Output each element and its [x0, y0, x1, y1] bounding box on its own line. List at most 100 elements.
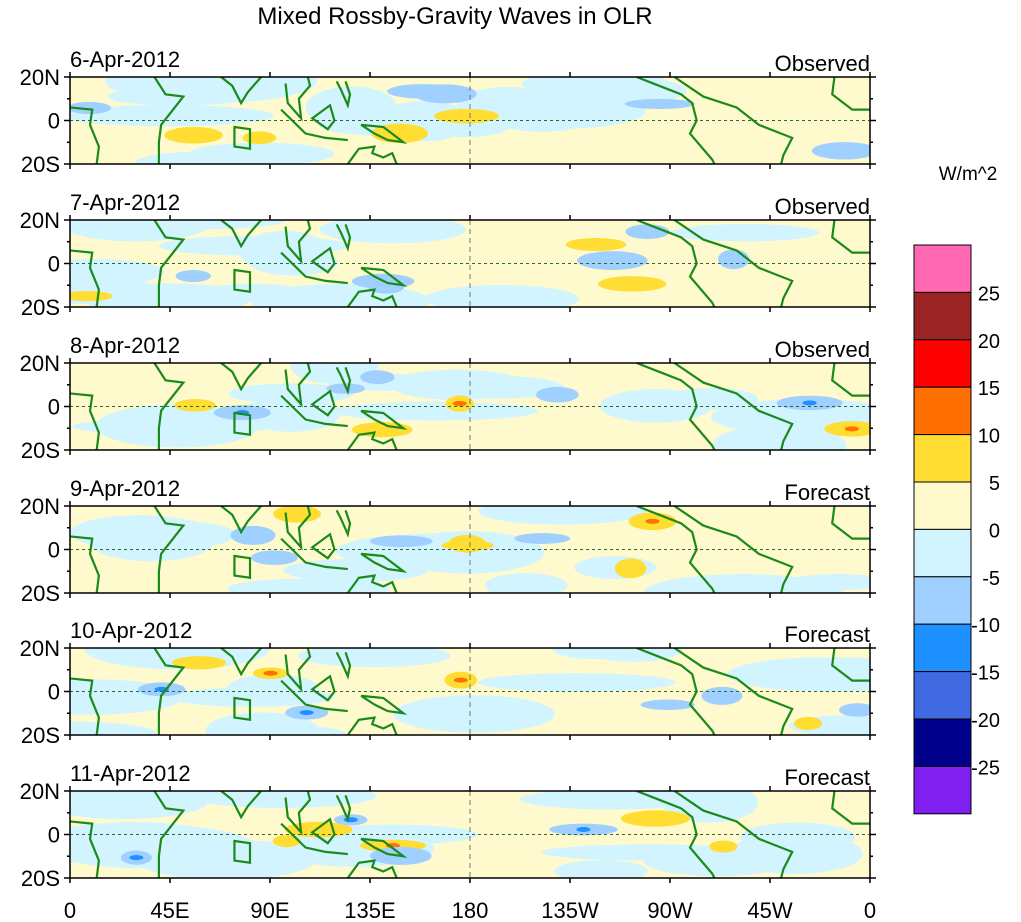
panel-date: 10-Apr-2012 — [70, 618, 192, 643]
coastline — [335, 651, 352, 680]
y-tick-label: 20N — [20, 208, 60, 233]
coastline — [831, 220, 870, 254]
anomaly-contour — [263, 670, 278, 676]
coastline — [360, 837, 408, 858]
coastline — [346, 859, 398, 878]
coastline — [360, 123, 408, 144]
coastline — [70, 791, 186, 878]
coastline — [280, 679, 348, 713]
coastline — [280, 251, 348, 285]
coastline — [360, 694, 408, 715]
coastline — [335, 223, 352, 252]
colorbar-swatch — [913, 765, 972, 815]
coastline — [346, 431, 398, 450]
coastline — [233, 268, 252, 294]
y-tick-label: 0 — [48, 823, 60, 848]
anomaly-contour — [70, 101, 112, 115]
colorbar-label: -10 — [971, 615, 1000, 637]
anomaly-contour — [625, 224, 670, 240]
coastline — [831, 506, 870, 540]
coastline — [220, 77, 262, 106]
coastline — [220, 220, 262, 249]
colorbar-swatch — [913, 623, 972, 673]
y-tick-label: 0 — [48, 538, 60, 563]
x-tick-label: 90E — [250, 898, 289, 922]
anomaly-contour — [453, 677, 468, 683]
anomaly-contour — [175, 270, 212, 283]
anomaly-contour — [70, 791, 208, 820]
anomaly-contour — [584, 648, 683, 662]
coastline — [220, 363, 262, 392]
anomaly-contour — [172, 656, 227, 670]
anomaly-contour — [645, 518, 660, 524]
anomaly-contour — [174, 399, 217, 412]
colorbar-label: 15 — [978, 378, 1000, 400]
anomaly-contour — [83, 220, 190, 239]
coastline — [280, 822, 348, 856]
anomaly-contour — [242, 131, 277, 145]
coastline — [233, 839, 252, 865]
anomaly-contour — [478, 673, 676, 692]
anomaly-contour — [620, 810, 690, 827]
coastline — [360, 552, 408, 573]
coastline — [233, 125, 252, 151]
y-tick-label: 20S — [21, 866, 60, 891]
coastline — [831, 77, 870, 111]
x-tick-label: 135E — [344, 898, 395, 922]
anomaly-contour — [802, 400, 817, 406]
panel-type: Forecast — [784, 480, 870, 505]
anomaly-contour — [70, 721, 157, 735]
colorbar-swatch — [913, 386, 972, 436]
coastline — [284, 220, 312, 265]
colorbar-swatch — [913, 528, 972, 578]
anomaly-contour — [811, 142, 870, 160]
anomaly-contour — [554, 859, 648, 878]
anomaly-contour — [520, 791, 703, 810]
anomaly-contour — [250, 283, 431, 307]
coastline — [220, 506, 262, 535]
panel-date: 7-Apr-2012 — [70, 190, 180, 215]
colorbar-label: 25 — [978, 283, 1000, 305]
colorbar-label: 10 — [978, 426, 1000, 448]
colorbar-swatch — [913, 339, 972, 388]
panel-date: 8-Apr-2012 — [70, 333, 180, 358]
coastline — [233, 411, 252, 437]
colorbar-swatch — [913, 244, 972, 293]
map-panel: 20N 0 20S 7-Apr-2012 Observed — [20, 190, 876, 320]
anomaly-contour — [484, 573, 568, 593]
anomaly-contour — [305, 86, 397, 129]
y-tick-label: 0 — [48, 109, 60, 134]
anomaly-contour — [79, 283, 253, 307]
anomaly-contour — [343, 817, 358, 823]
coastline — [284, 506, 312, 551]
y-tick-label: 0 — [48, 395, 60, 420]
panel-type: Observed — [775, 194, 870, 219]
map-panel: 20N 0 20S 9-Apr-2012 Forecast — [20, 476, 876, 606]
y-tick-label: 20N — [20, 65, 60, 90]
anomaly-contour — [187, 142, 334, 164]
y-tick-label: 20N — [20, 351, 60, 376]
colorbar-label: 5 — [989, 473, 1000, 495]
anomaly-contour — [299, 710, 314, 716]
anomaly-contour — [241, 396, 341, 432]
coastline — [360, 409, 408, 430]
anomaly-contour — [434, 108, 500, 124]
anomaly-contour — [709, 840, 738, 853]
colorbar-label: -15 — [971, 663, 1000, 685]
coastline — [346, 145, 398, 164]
x-tick-label: 0 — [64, 898, 76, 922]
chart-title: Mixed Rossby-Gravity Waves in OLR — [257, 3, 652, 30]
anomaly-contour — [264, 726, 347, 735]
anomaly-contour — [535, 386, 579, 403]
anomaly-contour — [577, 251, 648, 270]
colorbar-label: -5 — [982, 568, 1000, 590]
y-tick-label: 20S — [21, 438, 60, 463]
coastline — [70, 648, 186, 735]
colorbar-label: -20 — [971, 710, 1000, 732]
anomaly-contour — [478, 506, 647, 525]
anomaly-contour — [576, 826, 591, 832]
panel-date: 9-Apr-2012 — [70, 476, 180, 501]
x-tick-label: 90W — [647, 898, 692, 922]
anomaly-contour — [838, 703, 870, 717]
y-tick-label: 20S — [21, 152, 60, 177]
